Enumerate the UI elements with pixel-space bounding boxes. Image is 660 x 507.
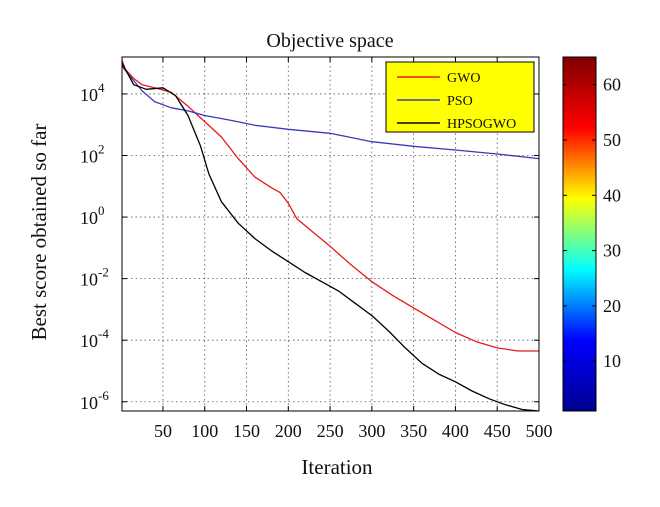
- x-tick-label-6: 350: [400, 421, 427, 441]
- colorbar-ticks: 10 20 30 40 50 60: [563, 75, 621, 371]
- x-tick-label-9: 500: [526, 421, 553, 441]
- x-tick-label-2: 150: [233, 421, 260, 441]
- series-lines: [122, 59, 539, 411]
- y-tick-label-3: 10-2: [80, 265, 109, 290]
- colorbar-gradient: [562, 56, 597, 412]
- x-tick-label-8: 450: [484, 421, 511, 441]
- y-tick-label-0: 104: [80, 80, 105, 105]
- x-tick-label-1: 100: [191, 421, 218, 441]
- colorbar-tick-label-1: 20: [603, 296, 621, 316]
- y-tick-label-5: 10-6: [80, 388, 109, 413]
- y-axis-title: Best score obtained so far: [27, 124, 51, 341]
- y-axis-ticks: 104 102 100 10-2 10-4 10-6: [80, 80, 539, 413]
- x-tick-label-3: 200: [275, 421, 302, 441]
- legend: GWO PSO HPSOGWO: [385, 61, 535, 133]
- series-line-pso: [122, 65, 539, 160]
- series-line-hpsogwo: [122, 62, 539, 411]
- colorbar-tick-label-2: 30: [603, 241, 621, 261]
- x-tick-label-7: 400: [442, 421, 469, 441]
- series-line-gwo: [122, 59, 539, 352]
- y-tick-label-1: 102: [80, 142, 105, 167]
- chart-title: Objective space: [266, 30, 393, 52]
- legend-box: [385, 61, 535, 133]
- x-axis-ticks: 50 100 150 200 250 300 350 400 450 500: [154, 57, 553, 441]
- x-tick-label-0: 50: [154, 421, 172, 441]
- legend-label-hpsogwo: HPSOGWO: [447, 117, 516, 132]
- colorbar-tick-label-0: 10: [603, 351, 621, 371]
- legend-label-gwo: GWO: [447, 71, 480, 86]
- x-tick-label-4: 250: [317, 421, 344, 441]
- colorbar: 10 20 30 40 50 60: [562, 56, 621, 412]
- x-axis-title: Iteration: [301, 455, 373, 479]
- y-tick-label-2: 100: [80, 203, 105, 228]
- legend-label-pso: PSO: [447, 94, 473, 109]
- x-tick-label-5: 300: [358, 421, 385, 441]
- y-tick-label-4: 10-4: [80, 326, 109, 351]
- colorbar-tick-label-5: 60: [603, 75, 621, 95]
- colorbar-tick-label-3: 40: [603, 185, 621, 205]
- colorbar-tick-label-4: 50: [603, 130, 621, 150]
- plot-frame: [121, 56, 540, 412]
